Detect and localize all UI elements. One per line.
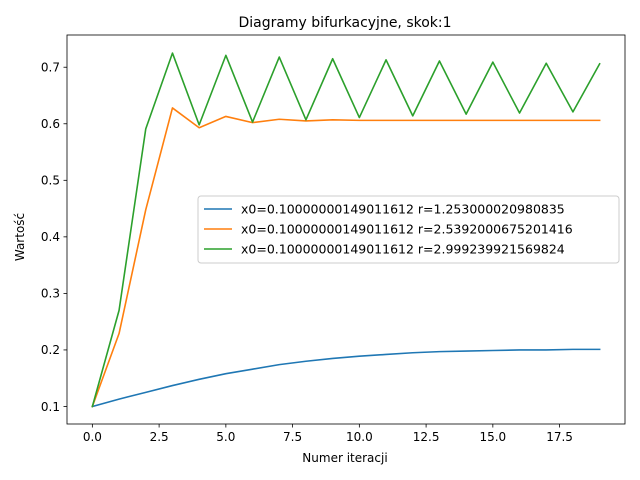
y-tick-label: 0.5: [41, 174, 60, 188]
legend-entry: x0=0.10000000149011612 r=2.9992399215698…: [241, 242, 565, 257]
x-tick-label: 0.0: [83, 430, 102, 444]
chart-title: Diagramy bifurkacyjne, skok:1: [238, 15, 451, 31]
x-tick-label: 12.5: [413, 430, 440, 444]
y-tick-label: 0.3: [41, 287, 60, 301]
x-axis-label: Numer iteracji: [302, 451, 387, 465]
series-lines: [91, 52, 601, 408]
legend: x0=0.10000000149011612 r=1.2530000209808…: [197, 195, 620, 264]
x-tick-label: 5.0: [216, 430, 235, 444]
legend-box: [197, 195, 620, 264]
y-tick-label: 0.1: [41, 400, 60, 414]
y-tick-label: 0.6: [41, 117, 60, 131]
y-tick-label: 0.2: [41, 343, 60, 357]
x-axis: 0.0 2.5 5.0 7.5 10.0 12.5 15.0 17.5: [83, 424, 573, 444]
y-tick-label: 0.7: [41, 61, 60, 75]
plot-frame: [66, 34, 626, 425]
y-axis-label: Wartość: [13, 213, 27, 261]
x-tick-label: 10.0: [346, 430, 373, 444]
x-tick-label: 2.5: [150, 430, 169, 444]
x-tick-label: 7.5: [283, 430, 302, 444]
series-line-2: [91, 107, 601, 408]
plot-area: [66, 34, 626, 425]
series-line-3: [91, 52, 601, 408]
x-tick-label: 15.0: [479, 430, 506, 444]
series-line-1: [91, 348, 601, 408]
y-tick-label: 0.4: [41, 230, 60, 244]
x-tick-label: 17.5: [546, 430, 573, 444]
legend-entry: x0=0.10000000149011612 r=1.2530000209808…: [241, 202, 565, 217]
y-axis: 0.1 0.2 0.3 0.4 0.5 0.6 0.7: [41, 61, 67, 414]
legend-entry: x0=0.10000000149011612 r=2.5392000675201…: [241, 222, 573, 237]
